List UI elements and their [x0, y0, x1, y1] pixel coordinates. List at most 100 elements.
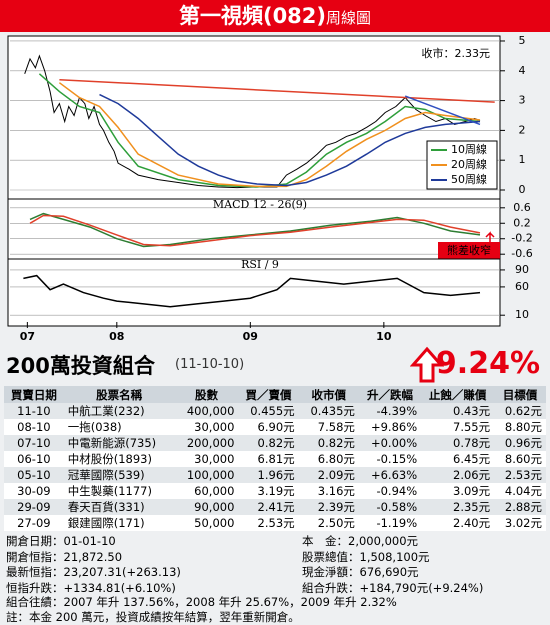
cell: 0.82元 — [238, 435, 299, 451]
cell: 中材股份(1893) — [63, 451, 175, 467]
legend-label: 20周線 — [451, 157, 487, 171]
cell: 0.96元 — [494, 435, 546, 451]
cell: 100,000 — [174, 467, 239, 483]
title: 第一視頻(082) — [178, 4, 326, 28]
y-tick-label: 60 — [515, 280, 529, 293]
row: 07-10 中電新能源(735) 200,000 0.82元 0.82元 +0.00% 0.… — [4, 435, 546, 451]
column-header: 買／賣價 — [238, 386, 299, 403]
cell: 0.82元 — [298, 435, 359, 451]
portfolio-change: 9.24% — [435, 346, 540, 381]
record: 組合往績：2007 年升 137.56%，2008 年升 25.67%，2009… — [6, 595, 397, 609]
info-line: 開倉日期：01-01-10 — [6, 534, 116, 548]
row: 11-10 中航工業(232) 400,000 0.455元 0.435元 -4.39% 0… — [4, 403, 546, 419]
y-tick-label: 90 — [515, 263, 529, 276]
cell: 0.43元 — [421, 403, 495, 419]
note: 註：本金 200 萬元，投資成績按年結算，翌年重新開倉。 — [6, 610, 300, 624]
cell: 07-10 — [4, 435, 64, 451]
column-header: 股數 — [174, 386, 239, 403]
plot-frame — [7, 35, 501, 327]
legend-label: 50周線 — [451, 172, 487, 186]
line — [58, 82, 481, 188]
cell: 1.96元 — [238, 467, 299, 483]
info-line: 最新恒指：23,207.31(+263.13) — [6, 565, 181, 579]
x-tick-label: 10 — [376, 330, 392, 343]
cell: +6.63% — [358, 467, 422, 483]
line — [404, 95, 481, 126]
header-row: 買賣日期 股票名稱 股數 買／賣價 收市價 升／跌幅 止蝕／賺價 目標價 — [4, 386, 546, 403]
column-header: 目標價 — [494, 386, 546, 403]
cell: 06-10 — [4, 451, 64, 467]
x-tick-label: 07 — [20, 330, 35, 343]
cell: 2.09元 — [298, 467, 359, 483]
y-tick-label: 3 — [519, 94, 526, 107]
row: 30-09 中生製藥(1177) 60,000 3.19元 3.16元 -0.94% 3.0… — [4, 483, 546, 499]
cell: 銀建國際(171) — [63, 515, 175, 531]
cell: 05-10 — [4, 467, 64, 483]
cell: 3.02元 — [494, 515, 546, 531]
cell: 2.50元 — [298, 515, 359, 531]
portfolio-date: (11-10-10) — [175, 357, 245, 372]
panel-title: RSI / 9 — [241, 258, 279, 271]
panel-title: MACD 12 - 26(9) — [213, 198, 307, 211]
row: 29-09 春天百貨(331) 90,000 2.41元 2.39元 -0.58% 2.35… — [4, 499, 546, 515]
y-tick-label: 0 — [519, 183, 526, 196]
annotation-arrow — [485, 231, 495, 242]
info-line: 股票總值：1,508,100元 — [302, 549, 430, 564]
cell: +0.00% — [358, 435, 422, 451]
row: 06-10 中材股份(1893) 30,000 6.81元 6.80元 -0.15% 6.4… — [4, 451, 546, 467]
info-line: 恒指升跌：+1334.81(+6.10%) — [6, 580, 176, 595]
cell: 2.41元 — [238, 499, 299, 515]
up-arrow — [410, 346, 444, 383]
cell: 6.45元 — [421, 451, 495, 467]
cell: 4.04元 — [494, 483, 546, 499]
column-header: 買賣日期 — [4, 386, 64, 403]
cell: 11-10 — [4, 403, 64, 419]
cell: 中生製藥(1177) — [63, 483, 175, 499]
cell: 中航工業(232) — [63, 403, 175, 419]
column-header: 股票名稱 — [63, 386, 175, 403]
row: 27-09 銀建國際(171) 50,000 2.53元 2.50元 -1.19% 2.40… — [4, 515, 546, 531]
cell: 3.16元 — [298, 483, 359, 499]
y-tick-label: 0.2 — [513, 216, 531, 229]
line — [59, 78, 495, 103]
cell: -0.58% — [358, 499, 422, 515]
info-right: 本 金：2,000,000元 股票總值：1,508,100元 現金淨額：676,69… — [302, 534, 483, 596]
cell: 6.80元 — [298, 451, 359, 467]
cell: 50,000 — [174, 515, 239, 531]
title-bar: 第一視頻(082)周線圖 — [0, 0, 550, 32]
info-left: 開倉日期：01-01-10 開倉恒指：21,872.50 最新恒指：23,207.3… — [6, 534, 181, 596]
line — [24, 54, 481, 189]
cell: 一拖(038) — [63, 419, 175, 435]
cell: -0.15% — [358, 451, 422, 467]
y-tick-label: 1 — [519, 153, 526, 166]
portfolio-title: 200萬投資組合 — [6, 354, 155, 378]
x-tick-label: 09 — [243, 330, 258, 343]
cell: 2.88元 — [494, 499, 546, 515]
y-tick-label: -0.2 — [511, 232, 532, 245]
y-tick-label: -0.6 — [511, 247, 532, 260]
cell: 6.81元 — [238, 451, 299, 467]
cell: 30-09 — [4, 483, 64, 499]
cell: 0.62元 — [494, 403, 546, 419]
column-header: 收市價 — [298, 386, 359, 403]
cell: 2.53元 — [494, 467, 546, 483]
row: 05-10 冠華國際(539) 100,000 1.96元 2.09元 +6.63% 2.0… — [4, 467, 546, 483]
footer: 組合往績：2007 年升 137.56%，2008 年升 25.67%，2009… — [6, 595, 397, 625]
info-line: 現金淨額：676,690元 — [302, 565, 419, 579]
cell: 7.58元 — [298, 419, 359, 435]
cell: 8.60元 — [494, 451, 546, 467]
cell: 8.80元 — [494, 419, 546, 435]
cell: 3.19元 — [238, 483, 299, 499]
y-tick-label: 4 — [519, 64, 526, 77]
cell: 7.55元 — [421, 419, 495, 435]
cell: +9.86% — [358, 419, 422, 435]
cell: 6.90元 — [238, 419, 299, 435]
cell: -4.39% — [358, 403, 422, 419]
cell: 中電新能源(735) — [63, 435, 175, 451]
line — [99, 93, 481, 187]
y-tick-label: 10 — [515, 308, 529, 321]
cell: 60,000 — [174, 483, 239, 499]
line — [38, 73, 481, 188]
